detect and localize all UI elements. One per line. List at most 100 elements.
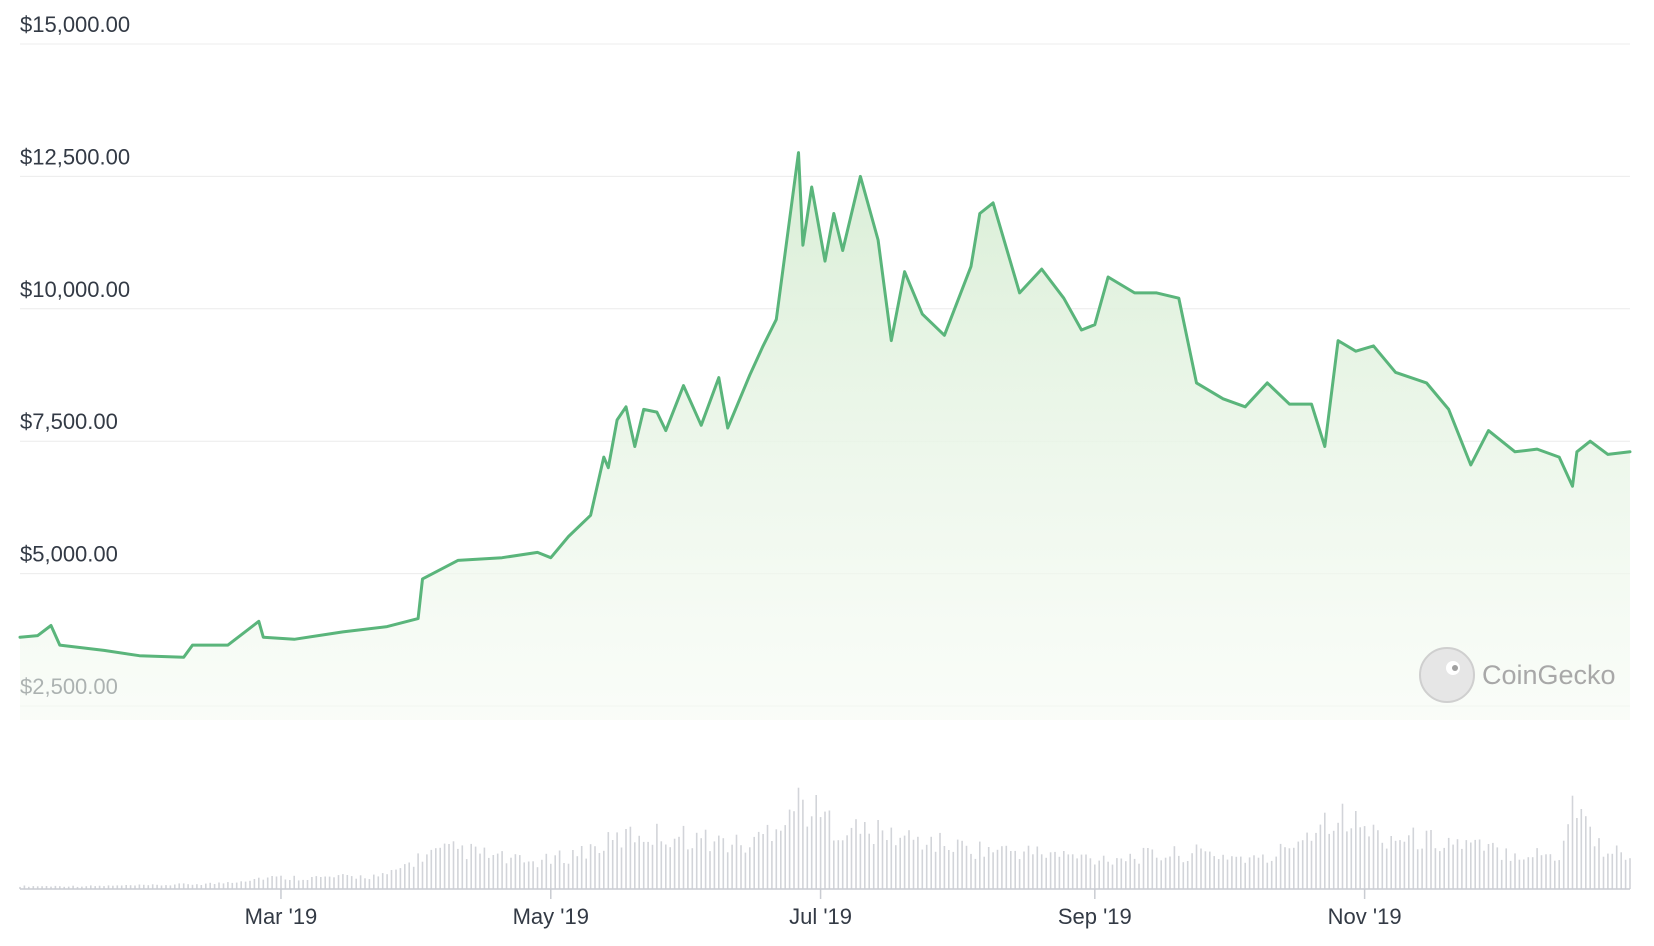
volume-bar	[156, 884, 158, 889]
volume-bar	[196, 884, 198, 889]
x-tick-label: Nov '19	[1328, 904, 1402, 929]
volume-bar	[572, 850, 574, 889]
volume-bar	[1094, 864, 1096, 889]
volume-bar	[1620, 852, 1622, 889]
volume-bar	[1412, 827, 1415, 889]
volume-bar	[1558, 860, 1560, 889]
volume-bar	[638, 835, 640, 889]
volume-bar	[1505, 848, 1507, 889]
x-tick-label: May '19	[513, 904, 589, 929]
volume-bar	[1332, 830, 1335, 889]
volume-bar	[165, 885, 167, 889]
volume-bar	[1195, 844, 1198, 889]
volume-bar	[430, 849, 433, 889]
volume-bar	[722, 838, 725, 889]
volume-bar	[1615, 845, 1618, 889]
volume-bar	[1518, 859, 1521, 889]
volume-bar	[1310, 840, 1313, 889]
volume-bar	[943, 846, 946, 889]
volume-bar	[1125, 861, 1127, 889]
volume-bar	[284, 879, 287, 889]
volume-bar	[1531, 857, 1534, 889]
volume-bar	[151, 884, 154, 889]
volume-bar	[386, 874, 388, 889]
volume-bar	[678, 836, 680, 889]
volume-bar	[762, 834, 764, 889]
volume-bar	[961, 840, 963, 889]
volume-bar	[567, 863, 570, 889]
volume-bar	[1133, 858, 1136, 889]
x-tick-label: Sep '19	[1058, 904, 1132, 929]
volume-bar	[421, 861, 424, 889]
volume-bar	[709, 851, 711, 889]
volume-bar	[1443, 847, 1445, 889]
volume-bar	[749, 847, 751, 889]
volume-bar	[129, 885, 132, 889]
volume-bar	[32, 886, 35, 889]
volume-bar	[359, 875, 362, 889]
volume-bar	[1598, 838, 1600, 889]
volume-bar	[1102, 855, 1105, 889]
volume-bar	[735, 834, 738, 889]
volume-bar	[182, 883, 185, 889]
volume-bar	[1186, 861, 1189, 889]
volume-bar	[895, 845, 897, 889]
volume-bar	[174, 884, 176, 889]
volume-bar	[54, 885, 57, 889]
volume-bar	[324, 876, 326, 889]
volume-bar	[1151, 849, 1154, 889]
volume-bar	[85, 886, 88, 889]
volume-bar	[532, 861, 534, 889]
y-axis-labels: $2,500.00$5,000.00$7,500.00$10,000.00$12…	[20, 12, 130, 699]
volume-bar	[563, 863, 565, 889]
volume-bar	[1076, 858, 1078, 889]
volume-bar	[1032, 854, 1034, 889]
volume-bar	[558, 850, 561, 889]
volume-bar	[1456, 839, 1459, 889]
volume-bar	[656, 823, 658, 889]
volume-bar	[275, 876, 278, 889]
volume-bar	[474, 846, 477, 889]
volume-bar	[647, 841, 649, 889]
volume-bar	[1430, 830, 1432, 889]
volume-bar	[107, 885, 110, 889]
volume-bar	[607, 832, 610, 889]
volume-bar	[846, 835, 848, 889]
volume-bar	[1425, 830, 1428, 889]
volume-bar	[819, 817, 822, 889]
volume-bar	[240, 881, 242, 889]
volume-bar	[368, 879, 371, 889]
volume-bar	[616, 832, 618, 889]
volume-bar	[1226, 859, 1229, 889]
volume-bar	[740, 845, 742, 889]
volume-bar	[1492, 842, 1494, 889]
volume-bar	[700, 838, 702, 889]
volume-bar	[1624, 859, 1627, 889]
volume-bar	[1160, 860, 1162, 889]
volume-bar	[333, 877, 335, 889]
volume-bar	[780, 830, 782, 889]
volume-bar	[1049, 852, 1052, 889]
volume-bar	[1580, 809, 1583, 889]
volume-bar	[673, 838, 676, 889]
volume-bar	[828, 810, 831, 889]
volume-bar	[1593, 846, 1596, 889]
volume-bar	[231, 882, 234, 889]
volume-bar	[1341, 803, 1344, 889]
volume-bar	[1452, 844, 1454, 889]
volume-bar	[1509, 860, 1512, 889]
volume-bar	[775, 829, 778, 889]
volume-bar	[965, 845, 968, 889]
volume-bar	[1235, 856, 1238, 889]
volume-bar	[1173, 846, 1176, 889]
volume-bar	[1394, 840, 1397, 889]
volume-bar	[1607, 853, 1609, 889]
volume-bar	[134, 885, 136, 889]
volume-bar	[1222, 854, 1224, 889]
volume-bar	[718, 835, 720, 889]
volume-bar	[1571, 795, 1574, 889]
volume-bar	[1040, 854, 1043, 889]
volume-bar	[1018, 859, 1021, 889]
volume-bar	[1005, 845, 1008, 889]
volume-bar	[642, 841, 645, 889]
